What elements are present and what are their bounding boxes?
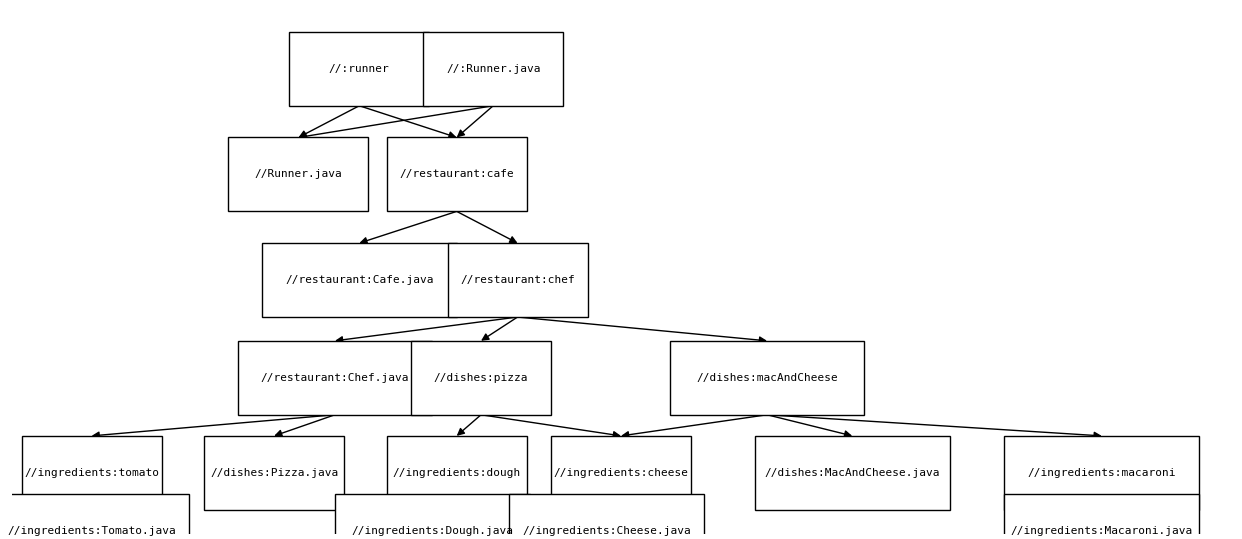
FancyBboxPatch shape xyxy=(335,494,529,539)
Text: //ingredients:macaroni: //ingredients:macaroni xyxy=(1027,468,1176,478)
Text: //:Runner.java: //:Runner.java xyxy=(446,64,540,74)
Text: //restaurant:Cafe.java: //restaurant:Cafe.java xyxy=(286,275,433,285)
FancyBboxPatch shape xyxy=(289,32,430,106)
FancyBboxPatch shape xyxy=(21,436,161,510)
Text: //dishes:pizza: //dishes:pizza xyxy=(433,373,528,383)
FancyBboxPatch shape xyxy=(1005,436,1200,510)
FancyBboxPatch shape xyxy=(509,494,704,539)
Text: //ingredients:Macaroni.java: //ingredients:Macaroni.java xyxy=(1011,526,1192,536)
FancyBboxPatch shape xyxy=(1005,494,1200,539)
FancyBboxPatch shape xyxy=(237,341,432,415)
FancyBboxPatch shape xyxy=(386,137,527,211)
FancyBboxPatch shape xyxy=(262,243,457,317)
FancyBboxPatch shape xyxy=(386,436,527,510)
Text: //dishes:Pizza.java: //dishes:Pizza.java xyxy=(210,468,338,478)
FancyBboxPatch shape xyxy=(0,494,189,539)
Text: //Runner.java: //Runner.java xyxy=(255,169,343,179)
FancyBboxPatch shape xyxy=(411,341,551,415)
Text: //restaurant:cafe: //restaurant:cafe xyxy=(400,169,514,179)
Text: //ingredients:Tomato.java: //ingredients:Tomato.java xyxy=(7,526,176,536)
Text: //ingredients:cheese: //ingredients:cheese xyxy=(554,468,688,478)
FancyBboxPatch shape xyxy=(669,341,864,415)
Text: //ingredients:Cheese.java: //ingredients:Cheese.java xyxy=(522,526,691,536)
Text: //ingredients:Dough.java: //ingredients:Dough.java xyxy=(351,526,513,536)
Text: //restaurant:Chef.java: //restaurant:Chef.java xyxy=(261,373,409,383)
Text: //restaurant:chef: //restaurant:chef xyxy=(461,275,575,285)
FancyBboxPatch shape xyxy=(755,436,950,510)
Text: //:runner: //:runner xyxy=(329,64,390,74)
FancyBboxPatch shape xyxy=(229,137,369,211)
FancyBboxPatch shape xyxy=(424,32,563,106)
FancyBboxPatch shape xyxy=(204,436,344,510)
Text: //dishes:MacAndCheese.java: //dishes:MacAndCheese.java xyxy=(765,468,940,478)
Text: //ingredients:tomato: //ingredients:tomato xyxy=(24,468,159,478)
Text: //ingredients:dough: //ingredients:dough xyxy=(392,468,520,478)
FancyBboxPatch shape xyxy=(447,243,587,317)
Text: //dishes:macAndCheese: //dishes:macAndCheese xyxy=(697,373,838,383)
FancyBboxPatch shape xyxy=(551,436,691,510)
